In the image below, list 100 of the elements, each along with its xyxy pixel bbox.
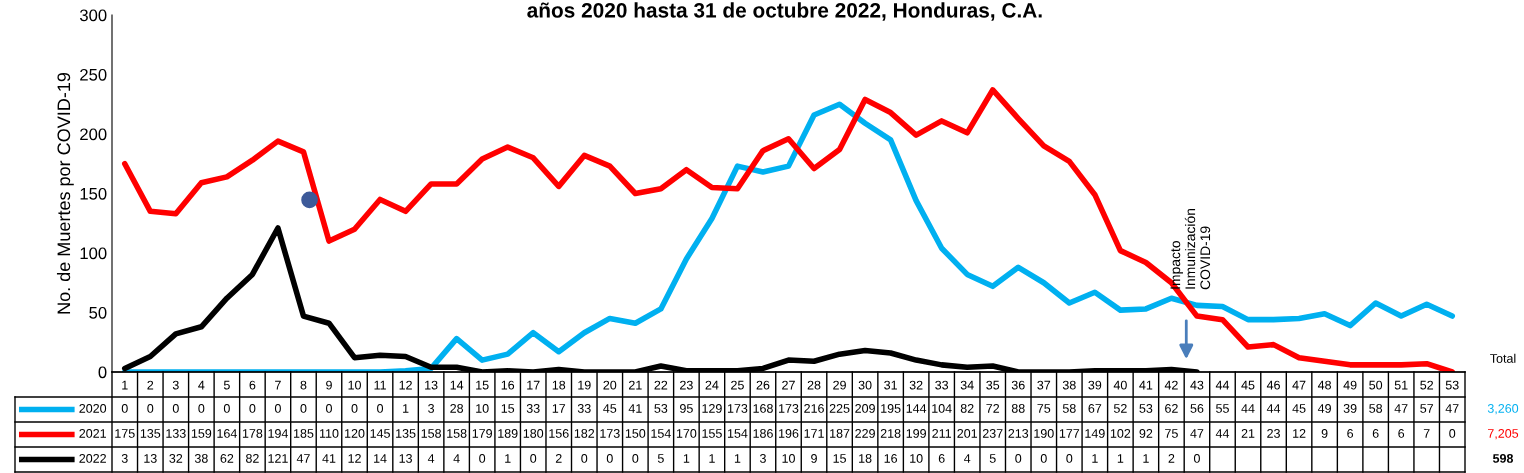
data-label: 120 <box>345 429 365 438</box>
data-label: 159 <box>191 429 212 438</box>
data-label: 47 <box>296 454 310 463</box>
data-label: 12 <box>348 454 361 463</box>
data-label: 38 <box>194 454 208 463</box>
x-tick-label: 25 <box>731 380 744 390</box>
data-label: 6 <box>938 454 945 463</box>
data-label: 47 <box>1190 429 1204 438</box>
data-label: 2 <box>1168 454 1175 463</box>
y-tick-label: 100 <box>80 247 107 260</box>
data-label: 1 <box>1117 454 1124 463</box>
data-label: 156 <box>549 429 569 438</box>
data-label: 15 <box>833 454 846 463</box>
x-tick-label: 41 <box>1139 380 1153 390</box>
x-tick-label: 28 <box>807 380 821 390</box>
data-label: 0 <box>606 454 613 463</box>
data-label: 57 <box>1420 404 1434 413</box>
x-tick-label: 53 <box>1445 380 1459 390</box>
data-label: 4 <box>453 454 460 463</box>
data-label: 225 <box>829 404 850 413</box>
x-tick-label: 42 <box>1164 380 1178 390</box>
x-tick-label: 45 <box>1241 380 1255 390</box>
data-label: 0 <box>632 454 639 463</box>
y-tick-label: 300 <box>79 9 107 22</box>
data-label: 154 <box>727 429 748 438</box>
data-label: 75 <box>1037 404 1051 413</box>
x-tick-label: 52 <box>1420 380 1434 390</box>
data-label: 5 <box>657 454 664 463</box>
data-label: 0 <box>1193 454 1200 463</box>
data-label: 10 <box>476 404 489 413</box>
x-tick-label: 47 <box>1292 380 1306 390</box>
data-label: 158 <box>447 429 467 438</box>
data-label: 3 <box>121 454 128 463</box>
data-label: 0 <box>377 404 384 413</box>
x-tick-label: 12 <box>399 380 412 390</box>
data-label: 6 <box>1398 429 1405 438</box>
data-label: 0 <box>172 404 179 413</box>
data-label: 6 <box>1347 429 1354 438</box>
x-tick-label: 4 <box>198 380 205 390</box>
data-label: 92 <box>1139 429 1153 438</box>
data-label: 0 <box>1449 429 1456 438</box>
data-label: 82 <box>246 454 259 463</box>
x-tick-label: 17 <box>527 380 540 390</box>
data-label: 17 <box>552 404 566 413</box>
legend-label: 2020 <box>79 404 107 413</box>
data-label: 0 <box>274 404 281 413</box>
text: 598 <box>1492 454 1514 463</box>
x-tick-label: 15 <box>476 380 489 390</box>
data-label: 0 <box>1040 454 1047 463</box>
data-label: 88 <box>1011 404 1025 413</box>
data-label: 121 <box>268 454 288 463</box>
x-tick-label: 13 <box>425 380 438 390</box>
data-label: 189 <box>498 429 518 438</box>
data-label: 4 <box>427 454 435 463</box>
data-label: 145 <box>370 429 390 438</box>
y-tick-label: 200 <box>80 128 107 141</box>
data-label: 173 <box>727 404 748 413</box>
x-tick-label: 20 <box>603 380 617 390</box>
data-label: 1 <box>1143 454 1149 463</box>
chart-title: años 2020 hasta 31 de octubre 2022, Honduras, C.A. <box>527 2 1042 21</box>
data-label: 28 <box>450 404 464 413</box>
data-label: 0 <box>530 454 537 463</box>
data-label: 33 <box>577 404 591 413</box>
legend-label: 2021 <box>79 429 106 438</box>
data-label: 175 <box>115 429 135 438</box>
data-label: 0 <box>479 454 486 463</box>
x-tick-label: 30 <box>858 380 872 390</box>
data-label: 187 <box>830 429 850 438</box>
x-tick-label: 19 <box>578 380 591 390</box>
data-label: 72 <box>986 404 1000 413</box>
data-label: 129 <box>702 404 722 413</box>
x-tick-label: 27 <box>782 380 795 390</box>
data-label: 178 <box>242 429 263 438</box>
x-tick-label: 1 <box>122 380 128 390</box>
data-label: 67 <box>1088 404 1102 413</box>
data-label: 53 <box>1139 404 1153 413</box>
x-tick-label: 29 <box>833 380 846 390</box>
data-label: 18 <box>859 454 872 463</box>
data-label: 144 <box>906 404 927 413</box>
data-label: 1 <box>1092 454 1098 463</box>
data-label: 154 <box>651 429 671 438</box>
data-label: 173 <box>600 429 620 438</box>
y-tick-label: 0 <box>98 366 107 379</box>
data-label: 190 <box>1034 429 1054 438</box>
data-label: 196 <box>779 429 799 438</box>
x-tick-label: 8 <box>300 380 307 390</box>
data-label: 177 <box>1059 429 1080 438</box>
annotation: Impacto Inmunización COVID-19 <box>1170 208 1211 290</box>
data-label: 32 <box>169 454 183 463</box>
data-label: 45 <box>603 404 617 413</box>
x-tick-label: 10 <box>348 380 361 390</box>
data-label: 16 <box>884 454 898 463</box>
data-label: 149 <box>1085 429 1105 438</box>
x-tick-label: 33 <box>935 380 949 390</box>
x-tick-label: 50 <box>1369 380 1383 390</box>
data-label: 170 <box>676 429 697 438</box>
x-tick-label: 31 <box>884 380 897 390</box>
data-label: 33 <box>526 404 540 413</box>
x-tick-label: 6 <box>249 380 256 390</box>
data-label: 180 <box>523 429 544 438</box>
